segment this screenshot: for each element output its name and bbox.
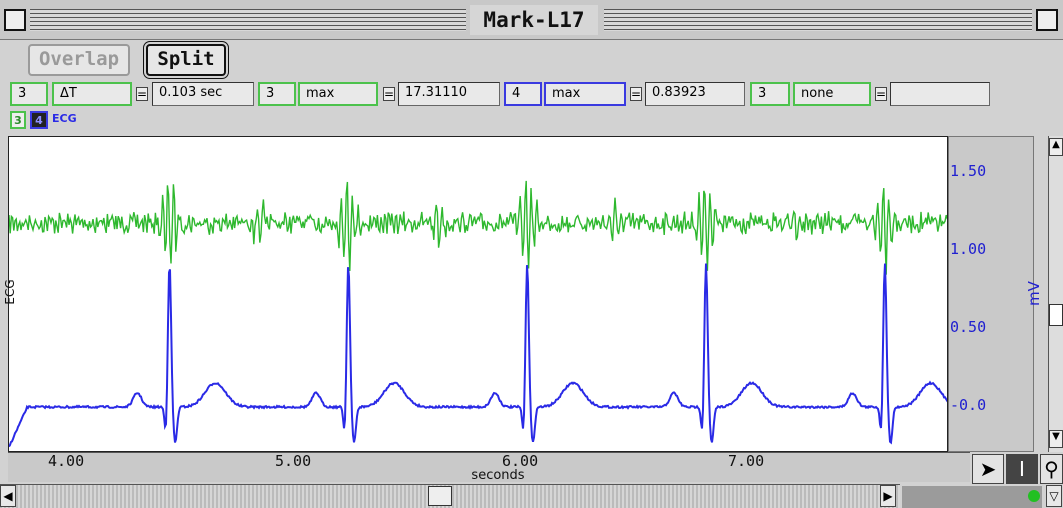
channel-name-label: ECG — [52, 112, 77, 125]
status-area — [902, 486, 1042, 508]
measurement-3-channel[interactable]: 4 — [504, 82, 542, 106]
arrow-pointer-icon[interactable]: ➤ — [972, 454, 1004, 484]
scroll-up-arrow-icon[interactable]: ▲ — [1049, 138, 1063, 156]
equals-sign: = — [136, 87, 148, 101]
x-tick-label: 4.00 — [48, 452, 85, 470]
measurement-3-value: 0.83923 — [645, 82, 745, 106]
y-tick-label: -0.0 — [950, 396, 987, 414]
vertical-scroll-thumb[interactable] — [1049, 304, 1063, 326]
measurement-1-value: 0.103 sec — [152, 82, 254, 106]
channel-4-trace — [9, 263, 947, 448]
x-axis-panel — [8, 452, 970, 482]
window-title: Mark-L17 — [470, 5, 598, 35]
channel-4-toggle[interactable]: 4 — [30, 111, 48, 129]
measurement-4-value — [890, 82, 990, 106]
y-tick-label: 0.50 — [950, 318, 987, 336]
scroll-left-arrow-icon[interactable]: ◀ — [0, 485, 16, 507]
magnifier-icon[interactable]: ⚲ — [1040, 454, 1063, 484]
measurement-2-value: 17.31110 — [398, 82, 500, 106]
x-tick-label: 6.00 — [502, 452, 539, 470]
horizontal-scroll-thumb[interactable] — [428, 486, 452, 506]
close-box-icon[interactable] — [4, 9, 26, 31]
equals-sign: = — [875, 87, 887, 101]
y-tick-label: 1.50 — [950, 162, 987, 180]
y-tick-label: 1.00 — [950, 240, 987, 258]
y-axis-panel — [948, 136, 1034, 452]
measurement-1-function[interactable]: ΔT — [52, 82, 132, 106]
zoom-box-icon[interactable] — [1036, 9, 1058, 31]
equals-sign: = — [383, 87, 395, 101]
measurement-2-function[interactable]: max — [298, 82, 378, 106]
channel-3-trace — [9, 180, 947, 275]
ecg-plot-area[interactable] — [8, 136, 948, 452]
plot-left-label: ECG — [3, 279, 17, 305]
scroll-down-arrow-icon[interactable]: ▽ — [1046, 485, 1062, 507]
scroll-down-arrow-icon[interactable]: ▼ — [1049, 430, 1063, 448]
channel-3-toggle[interactable]: 3 — [10, 111, 26, 129]
measurement-4-channel[interactable]: 3 — [750, 82, 790, 106]
overlap-button[interactable]: Overlap — [28, 44, 130, 76]
i-beam-cursor-icon[interactable]: I — [1006, 454, 1038, 484]
x-tick-label: 5.00 — [275, 452, 312, 470]
scroll-right-arrow-icon[interactable]: ▶ — [880, 485, 896, 507]
split-button[interactable]: Split — [146, 44, 226, 76]
y-unit-label: mV — [1025, 281, 1043, 306]
measurement-4-function[interactable]: none — [793, 82, 871, 106]
equals-sign: = — [630, 87, 642, 101]
measurement-1-channel[interactable]: 3 — [10, 82, 48, 106]
ecg-traces — [9, 180, 947, 448]
measurement-3-function[interactable]: max — [544, 82, 626, 106]
x-axis-label: seconds — [471, 468, 525, 483]
measurement-2-channel[interactable]: 3 — [258, 82, 296, 106]
status-indicator-icon — [1028, 490, 1040, 502]
title-bar-stripes-left — [30, 9, 466, 31]
title-bar-stripes-right — [604, 9, 1032, 31]
vertical-scrollbar[interactable]: ▲ ▼ — [1048, 136, 1063, 452]
x-tick-label: 7.00 — [728, 452, 765, 470]
